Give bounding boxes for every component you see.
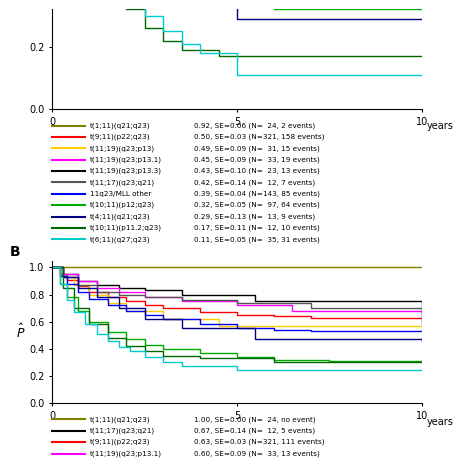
Text: 0.67, SE=0.14 (N=  12, 5 events): 0.67, SE=0.14 (N= 12, 5 events) [194, 428, 316, 434]
Text: t(11;17)(q23;q21): t(11;17)(q23;q21) [90, 428, 155, 434]
Text: t(11;19)(q23;p13): t(11;19)(q23;p13) [90, 145, 155, 152]
Y-axis label: $\hat{P}$: $\hat{P}$ [16, 323, 26, 341]
Text: 11q23/MLL other: 11q23/MLL other [90, 191, 151, 197]
Text: 0.92, SE=0.06 (N=  24, 2 events): 0.92, SE=0.06 (N= 24, 2 events) [194, 122, 316, 129]
Text: 0.50, SE=0.03 (N=321, 158 events): 0.50, SE=0.03 (N=321, 158 events) [194, 134, 325, 140]
Text: 1.00, SE=0.00 (N=  24, no event): 1.00, SE=0.00 (N= 24, no event) [194, 416, 316, 423]
Text: 0.39, SE=0.04 (N=143, 85 events): 0.39, SE=0.04 (N=143, 85 events) [194, 191, 320, 197]
Text: t(11;19)(q23;p13.3): t(11;19)(q23;p13.3) [90, 168, 162, 174]
Text: B: B [9, 245, 20, 259]
Text: t(11;19)(q23;p13.1): t(11;19)(q23;p13.1) [90, 156, 162, 163]
Text: 0.32, SE=0.05 (N=  97, 64 events): 0.32, SE=0.05 (N= 97, 64 events) [194, 202, 320, 209]
Text: t(11;19)(q23;p13.1): t(11;19)(q23;p13.1) [90, 450, 162, 457]
Text: 0.60, SE=0.09 (N=  33, 13 events): 0.60, SE=0.09 (N= 33, 13 events) [194, 450, 320, 457]
Text: years: years [427, 417, 454, 427]
Text: t(10;11)(p12;q23): t(10;11)(p12;q23) [90, 202, 155, 209]
Text: 0.11, SE=0.05 (N=  35, 31 events): 0.11, SE=0.05 (N= 35, 31 events) [194, 236, 320, 243]
Text: 0.17, SE=0.11 (N=  12, 10 events): 0.17, SE=0.11 (N= 12, 10 events) [194, 225, 320, 231]
Text: t(11;17)(q23;q21): t(11;17)(q23;q21) [90, 179, 155, 186]
Text: t(1;11)(q21;q23): t(1;11)(q21;q23) [90, 122, 151, 129]
Text: t(10;11)(p11.2;q23): t(10;11)(p11.2;q23) [90, 225, 162, 231]
Text: 0.49, SE=0.09 (N=  31, 15 events): 0.49, SE=0.09 (N= 31, 15 events) [194, 145, 320, 152]
Text: t(6;11)(q27;q23): t(6;11)(q27;q23) [90, 236, 151, 243]
Text: 0.29, SE=0.13 (N=  13, 9 events): 0.29, SE=0.13 (N= 13, 9 events) [194, 213, 316, 220]
Text: t(4;11)(q21;q23): t(4;11)(q21;q23) [90, 213, 151, 220]
Text: t(1;11)(q21;q23): t(1;11)(q21;q23) [90, 416, 151, 423]
Text: 0.42, SE=0.14 (N=  12, 7 events): 0.42, SE=0.14 (N= 12, 7 events) [194, 179, 316, 186]
Text: 0.63, SE=0.03 (N=321, 111 events): 0.63, SE=0.03 (N=321, 111 events) [194, 439, 325, 446]
Text: t(9;11)(p22;q23): t(9;11)(p22;q23) [90, 134, 151, 140]
Text: years: years [427, 121, 454, 131]
Text: t(9;11)(p22;q23): t(9;11)(p22;q23) [90, 439, 151, 446]
Text: 0.45, SE=0.09 (N=  33, 19 events): 0.45, SE=0.09 (N= 33, 19 events) [194, 156, 320, 163]
Text: 0.43, SE=0.10 (N=  23, 13 events): 0.43, SE=0.10 (N= 23, 13 events) [194, 168, 320, 174]
